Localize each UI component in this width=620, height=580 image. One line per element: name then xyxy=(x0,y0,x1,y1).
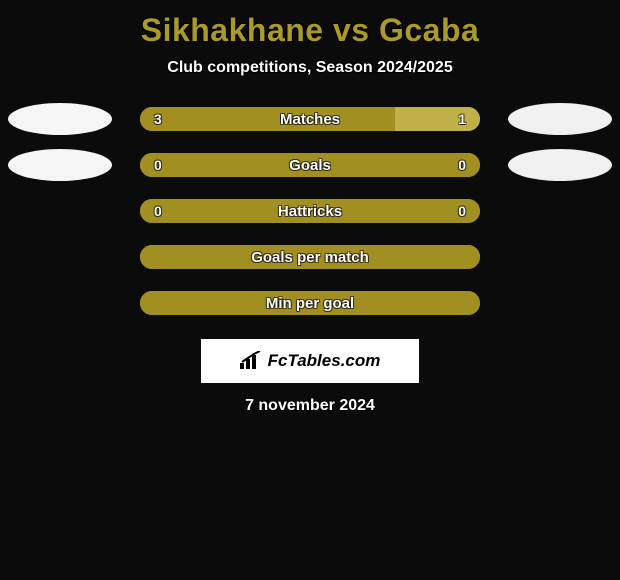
title-player1: Sikhakhane xyxy=(141,12,324,48)
player-ellipse-left xyxy=(8,149,112,181)
stat-rows: 31Matches 00Goals 00Hattricks Goals per mat… xyxy=(0,107,620,315)
player-ellipse-right xyxy=(508,103,612,135)
ellipse-left-slot xyxy=(0,199,128,223)
bar-fill-left xyxy=(140,107,395,131)
bar-fill-left xyxy=(140,199,480,223)
stat-bar: Goals per match xyxy=(140,245,480,269)
subtitle: Club competitions, Season 2024/2025 xyxy=(167,59,452,77)
stat-bar: 00Hattricks xyxy=(140,199,480,223)
ellipse-right-slot xyxy=(492,107,620,131)
bar-fill-right xyxy=(395,107,480,131)
ellipse-left-slot xyxy=(0,245,128,269)
stat-row: 00Hattricks xyxy=(0,199,620,223)
source-logo: FcTables.com xyxy=(201,339,419,383)
player-ellipse-left xyxy=(8,103,112,135)
ellipse-left-slot xyxy=(0,153,128,177)
logo-text: FcTables.com xyxy=(268,351,381,371)
stat-row: Goals per match xyxy=(0,245,620,269)
stat-row: 31Matches xyxy=(0,107,620,131)
ellipse-left-slot xyxy=(0,291,128,315)
stat-bar: Min per goal xyxy=(140,291,480,315)
ellipse-left-slot xyxy=(0,107,128,131)
page-title: Sikhakhane vs Gcaba xyxy=(141,12,480,49)
ellipse-right-slot xyxy=(492,153,620,177)
ellipse-right-slot xyxy=(492,245,620,269)
bar-fill-left xyxy=(140,245,480,269)
bar-fill-left xyxy=(140,291,480,315)
bars-icon xyxy=(240,351,262,372)
ellipse-right-slot xyxy=(492,199,620,223)
stat-bar: 31Matches xyxy=(140,107,480,131)
title-player2: Gcaba xyxy=(379,12,479,48)
ellipse-right-slot xyxy=(492,291,620,315)
player-ellipse-right xyxy=(508,149,612,181)
date-generated: 7 november 2024 xyxy=(245,397,375,415)
stat-row: 00Goals xyxy=(0,153,620,177)
stat-row: Min per goal xyxy=(0,291,620,315)
title-vs: vs xyxy=(333,12,370,48)
bar-fill-left xyxy=(140,153,480,177)
stat-bar: 00Goals xyxy=(140,153,480,177)
